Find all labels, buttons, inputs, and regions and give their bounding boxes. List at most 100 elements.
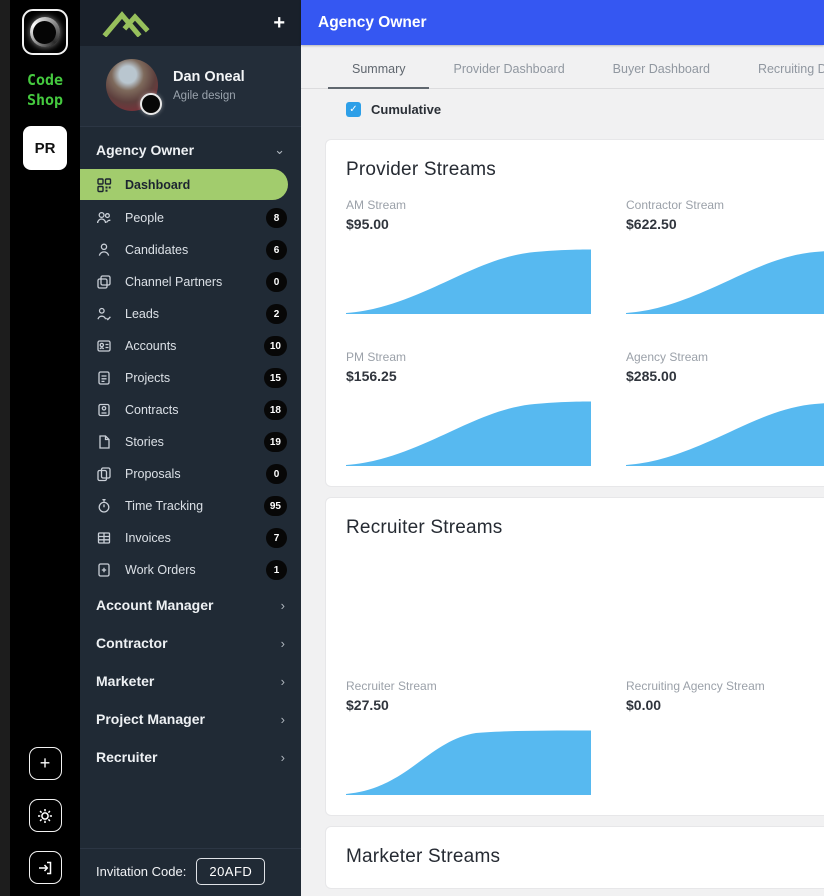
profile-subtitle: Agile design bbox=[173, 89, 236, 102]
sidebar-item-dashboard[interactable]: Dashboard bbox=[80, 169, 288, 200]
sidebar-item-accounts[interactable]: Accounts 10 bbox=[80, 330, 301, 362]
tab-provider-dashboard[interactable]: Provider Dashboard bbox=[453, 62, 565, 76]
file-icon bbox=[96, 434, 112, 450]
section-project-manager[interactable]: Project Manager › bbox=[80, 700, 301, 738]
chevron-right-icon: › bbox=[280, 749, 285, 765]
stream-agency: Agency Stream $285.00 bbox=[626, 350, 824, 466]
stream-label: AM Stream bbox=[346, 198, 407, 212]
sidebar-item-contracts[interactable]: Contracts 18 bbox=[80, 394, 301, 426]
section-label: Project Manager bbox=[96, 711, 205, 727]
count-badge: 7 bbox=[266, 528, 287, 548]
stacked-cards-icon bbox=[96, 274, 112, 290]
avatar-logo-overlay-icon bbox=[140, 93, 162, 115]
stream-value: $156.25 bbox=[346, 368, 397, 384]
page-header: Agency Owner bbox=[301, 0, 824, 45]
stream-label: Agency Stream bbox=[626, 350, 709, 364]
settings-button[interactable] bbox=[28, 799, 62, 832]
sidebar-add-button[interactable]: + bbox=[273, 12, 285, 34]
count-badge: 0 bbox=[266, 272, 287, 292]
stream-value: $27.50 bbox=[346, 697, 389, 713]
eclipse-logo-icon bbox=[30, 17, 60, 47]
page-title: Agency Owner bbox=[318, 13, 427, 31]
stream-pm: PM Stream $156.25 bbox=[346, 350, 591, 466]
recruiter-streams-card: Recruiter Streams Recruiter Stream $27.5… bbox=[325, 497, 824, 816]
left-rail: Code Shop PR + bbox=[10, 0, 80, 896]
count-badge: 8 bbox=[266, 208, 287, 228]
avatar bbox=[106, 59, 162, 115]
sidebar-item-label: Candidates bbox=[125, 243, 189, 257]
add-button[interactable]: + bbox=[28, 747, 62, 780]
stream-label: Recruiting Agency Stream bbox=[626, 679, 765, 693]
stream-recruiter: Recruiter Stream $27.50 bbox=[346, 679, 591, 795]
cumulative-checkbox[interactable]: ✓ bbox=[346, 102, 361, 117]
person-pen-icon bbox=[96, 306, 112, 322]
sidebar-item-people[interactable]: People 8 bbox=[80, 202, 301, 234]
tab-summary[interactable]: Summary bbox=[328, 45, 430, 89]
count-badge: 19 bbox=[263, 432, 287, 452]
stream-value: $622.50 bbox=[626, 216, 677, 232]
section-recruiter[interactable]: Recruiter › bbox=[80, 738, 301, 776]
cumulative-row: ✓ Cumulative bbox=[301, 89, 824, 129]
user-profile[interactable]: Dan Oneal Agile design bbox=[80, 46, 301, 127]
chevron-right-icon: › bbox=[280, 711, 285, 727]
app-logo-button[interactable] bbox=[22, 9, 68, 55]
area-chart-agency-stream[interactable] bbox=[626, 401, 824, 466]
stream-contractor: Contractor Stream $622.50 bbox=[626, 198, 824, 314]
section-label: Agency Owner bbox=[96, 142, 195, 158]
chevron-right-icon: › bbox=[280, 597, 285, 613]
area-chart-am-stream[interactable] bbox=[346, 249, 591, 314]
area-chart-pm-stream[interactable] bbox=[346, 401, 591, 466]
sidebar-item-time-tracking[interactable]: Time Tracking 95 bbox=[80, 490, 301, 522]
cumulative-label: Cumulative bbox=[371, 102, 442, 117]
stream-value: $0.00 bbox=[626, 697, 662, 713]
count-badge: 18 bbox=[263, 400, 287, 420]
area-chart-recruiter-stream[interactable] bbox=[346, 730, 591, 795]
workspace-badge-pr[interactable]: PR bbox=[23, 126, 67, 170]
streams-grid: Recruiter Stream $27.50 Recruiting Agenc… bbox=[346, 679, 824, 795]
tab-recruiting-dashboard[interactable]: Recruiting Dashboard bbox=[757, 62, 824, 76]
mountain-logo-icon bbox=[102, 11, 150, 37]
sidebar-item-work-orders[interactable]: Work Orders 1 bbox=[80, 554, 301, 586]
sidebar-item-projects[interactable]: Projects 15 bbox=[80, 362, 301, 394]
sidebar-item-leads[interactable]: Leads 2 bbox=[80, 298, 301, 330]
streams-grid: AM Stream $95.00 Contractor Stream $622.… bbox=[346, 198, 824, 466]
rail-bottom-actions: + bbox=[28, 747, 62, 884]
sidebar-item-channel-partners[interactable]: Channel Partners 0 bbox=[80, 266, 301, 298]
sidebar-item-label: Channel Partners bbox=[125, 275, 223, 289]
check-icon: ✓ bbox=[349, 104, 358, 115]
area-chart-contractor-stream[interactable] bbox=[626, 249, 824, 314]
sidebar-item-label: Proposals bbox=[125, 467, 181, 481]
stopwatch-icon bbox=[96, 498, 112, 514]
stream-value: $285.00 bbox=[626, 368, 677, 384]
copies-icon bbox=[96, 466, 112, 482]
sidebar-item-candidates[interactable]: Candidates 6 bbox=[80, 234, 301, 266]
sidebar-menu: Agency Owner ⌄ Dashboard People bbox=[80, 127, 301, 848]
section-marketer[interactable]: Marketer › bbox=[80, 662, 301, 700]
count-badge: 1 bbox=[266, 560, 287, 580]
count-badge: 15 bbox=[263, 368, 287, 388]
sign-out-button[interactable] bbox=[28, 851, 62, 884]
sidebar-item-proposals[interactable]: Proposals 0 bbox=[80, 458, 301, 490]
chevron-down-icon: ⌄ bbox=[274, 142, 285, 157]
sidebar-item-label: Leads bbox=[125, 307, 160, 321]
section-contractor[interactable]: Contractor › bbox=[80, 624, 301, 662]
sidebar-item-invoices[interactable]: Invoices 7 bbox=[80, 522, 301, 554]
main-content: Agency Owner Summary Provider Dashboard … bbox=[301, 0, 824, 896]
count-badge: 95 bbox=[263, 496, 287, 516]
section-agency-owner[interactable]: Agency Owner ⌄ bbox=[80, 131, 301, 169]
tab-bar: Summary Provider Dashboard Buyer Dashboa… bbox=[301, 45, 824, 89]
invitation-code[interactable]: 20AFD bbox=[196, 858, 266, 885]
sign-out-icon bbox=[39, 861, 52, 874]
section-label: Marketer bbox=[96, 673, 155, 689]
profile-name: Dan Oneal bbox=[173, 68, 245, 85]
tab-buyer-dashboard[interactable]: Buyer Dashboard bbox=[612, 62, 710, 76]
chevron-right-icon: › bbox=[280, 673, 285, 689]
sidebar-item-label: Accounts bbox=[125, 339, 177, 353]
sidebar-item-stories[interactable]: Stories 19 bbox=[80, 426, 301, 458]
stream-label: Recruiter Stream bbox=[346, 679, 437, 693]
profile-text: Dan Oneal Agile design bbox=[173, 69, 245, 102]
stream-am: AM Stream $95.00 bbox=[346, 198, 591, 314]
section-account-manager[interactable]: Account Manager › bbox=[80, 586, 301, 624]
people-icon bbox=[96, 210, 112, 226]
section-label: Recruiter bbox=[96, 749, 158, 765]
